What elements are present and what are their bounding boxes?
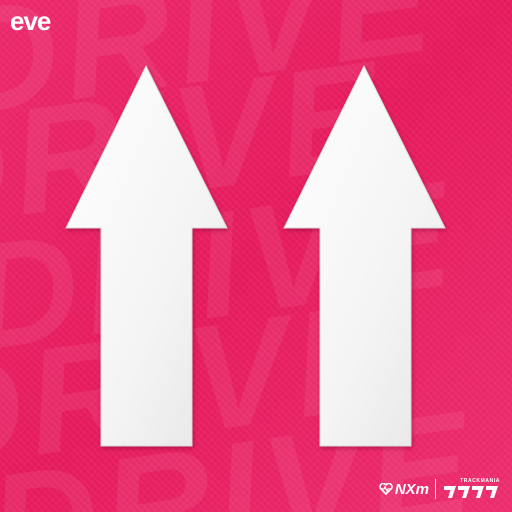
trackmania-caption: TRACKMANIA xyxy=(460,478,500,484)
up-arrow-icon xyxy=(65,64,228,447)
trackmania-logo: TRACKMANIA xyxy=(442,478,500,500)
eve-logo-text: eve xyxy=(10,5,51,36)
eve-logo: eve xyxy=(10,5,51,36)
trackmania-mark-icon xyxy=(444,486,498,498)
nxm-logo-text: NXm xyxy=(394,480,429,498)
nxm-logo: NXm xyxy=(379,481,429,498)
sponsor-logos: NXm TRACKMANIA xyxy=(379,476,500,502)
heart-pulse-icon xyxy=(379,483,393,495)
logo-divider xyxy=(435,479,436,499)
up-arrow-icon xyxy=(283,64,446,447)
